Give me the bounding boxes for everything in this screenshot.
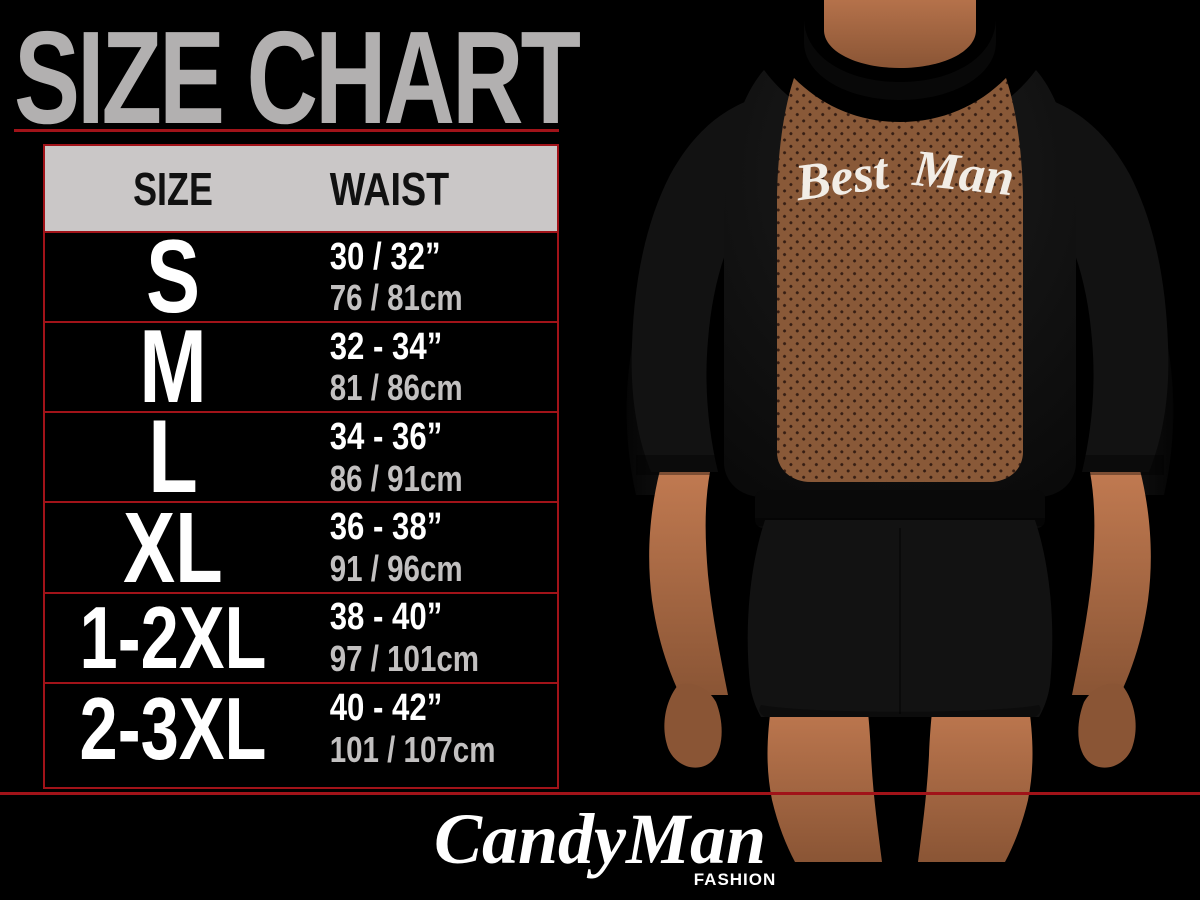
svg-text:Man: Man xyxy=(909,140,1017,207)
svg-text:FASHION: FASHION xyxy=(694,870,777,889)
svg-text:CandyMan: CandyMan xyxy=(434,799,766,879)
